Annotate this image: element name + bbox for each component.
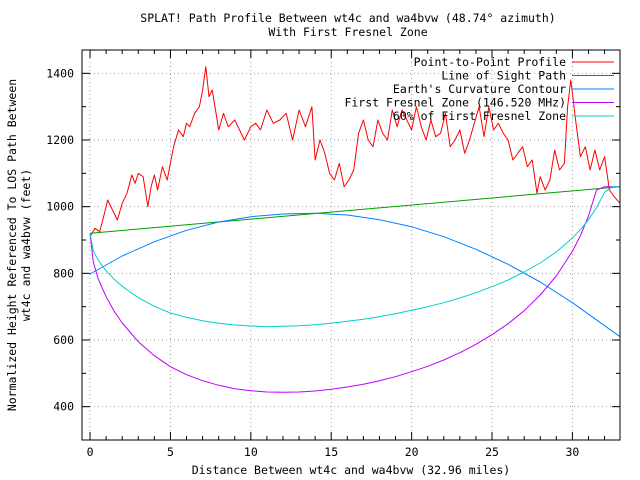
- y-tick-label: 1000: [46, 200, 74, 214]
- y-tick-label: 1200: [46, 133, 74, 147]
- series-line-3: [89, 212, 621, 338]
- x-tick-label: 30: [565, 445, 579, 459]
- legend-label-2: Line of Sight Path: [441, 69, 566, 83]
- y-axis-label-line-2: wt4c and wa4bvw (feet): [19, 169, 33, 321]
- plot-frame: [81, 49, 621, 441]
- x-tick-label: 15: [324, 445, 338, 459]
- series-line-5: [89, 186, 620, 328]
- x-axis-label: Distance Between wt4c and wa4bvw (32.96 …: [192, 463, 511, 477]
- y-tick-label: 800: [53, 266, 74, 280]
- series-group: [89, 66, 621, 393]
- x-tick-label: 5: [167, 445, 174, 459]
- y-tick-label: 600: [53, 333, 74, 347]
- y-tick-label: 1400: [46, 66, 74, 80]
- x-tick-label: 0: [87, 445, 94, 459]
- chart-subtitle: With First Fresnel Zone: [268, 25, 427, 39]
- y-axis-label-line-1: Normalized Height Referenced To LOS Path…: [5, 79, 19, 411]
- chart-title: SPLAT! Path Profile Between wt4c and wa4…: [140, 11, 555, 25]
- series-line-2: [89, 186, 621, 234]
- axis-ticks: 0 5 10 15 20 25 30 400 600 800 1000 1200 1400: [46, 50, 620, 459]
- series-line-4: [89, 186, 620, 393]
- y-tick-label: 400: [53, 400, 74, 414]
- legend-label-5: 60% of First Fresnel Zone: [393, 109, 566, 123]
- legend-label-3: Earth's Curvature Contour: [393, 82, 566, 96]
- grid-lines: [82, 50, 620, 440]
- x-tick-label: 25: [485, 445, 499, 459]
- x-tick-label: 10: [244, 445, 258, 459]
- legend-label-4: First Fresnel Zone (146.520 MHz): [344, 96, 566, 110]
- series-line-1: [89, 66, 621, 237]
- x-tick-label: 20: [405, 445, 419, 459]
- legend-label-1: Point-to-Point Profile: [414, 55, 566, 69]
